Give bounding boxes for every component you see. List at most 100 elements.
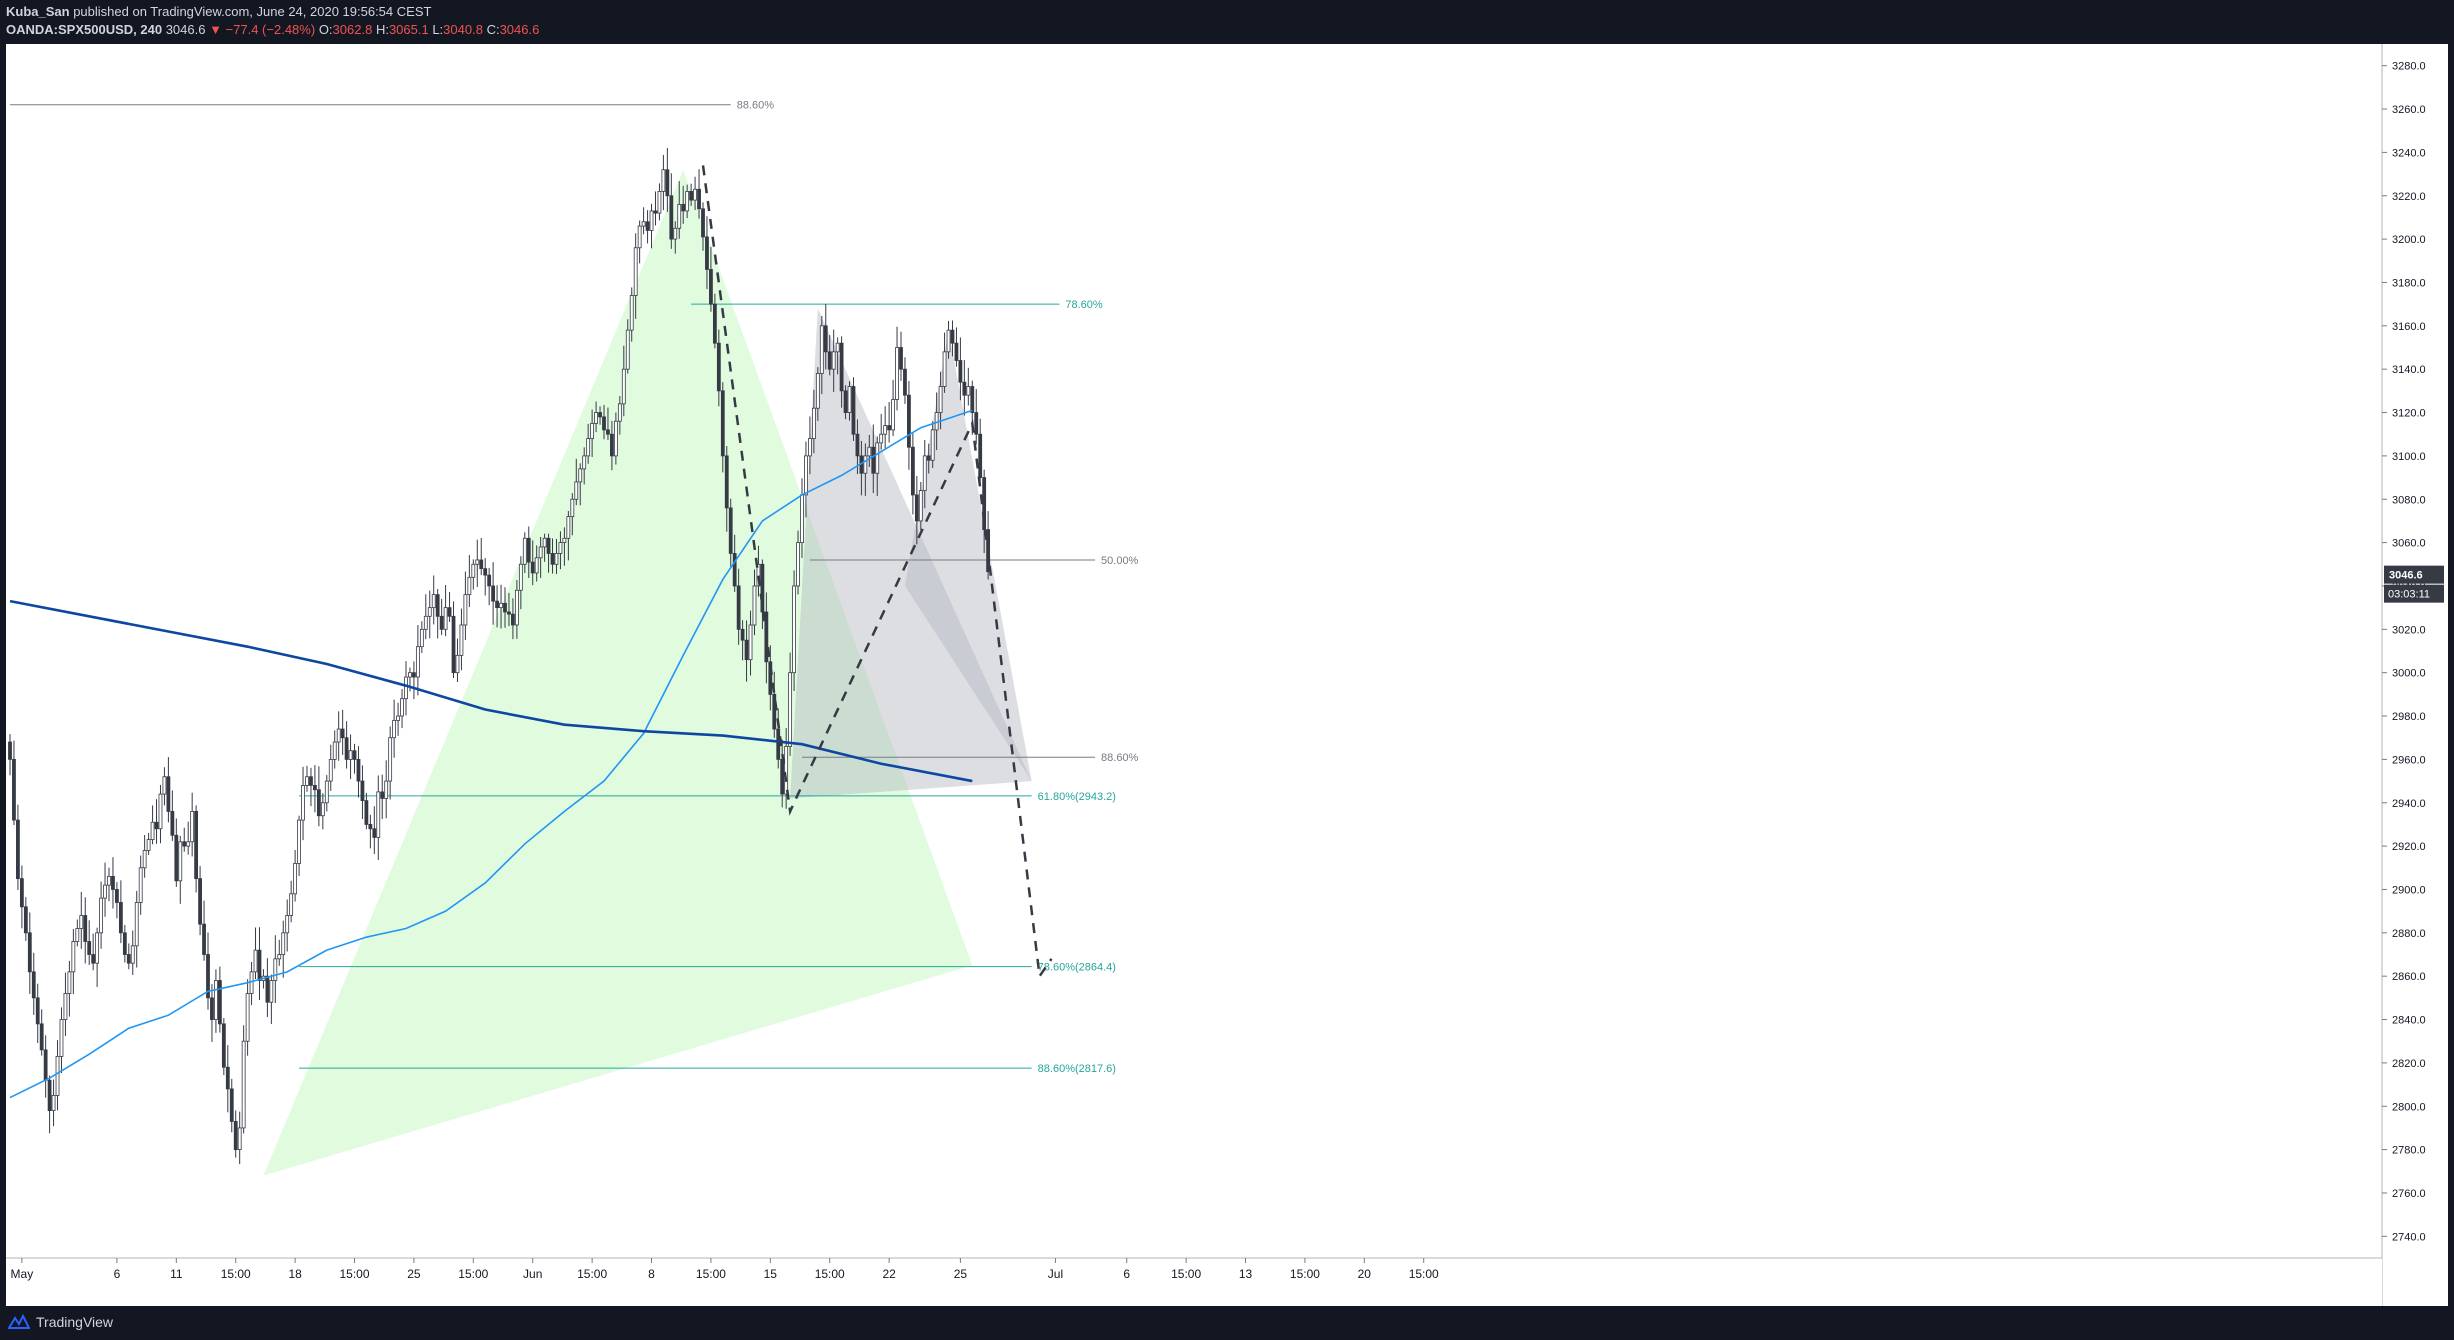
candle-body — [839, 342, 844, 392]
candle-body — [899, 347, 903, 370]
high-value: 3065.1 — [388, 22, 429, 37]
candle-body — [918, 490, 923, 522]
candle-body — [412, 672, 416, 678]
y-tick-label: 2980.0 — [2392, 711, 2426, 723]
candle-body — [776, 728, 781, 760]
ma-fast-line — [9, 409, 973, 1099]
candle-body — [922, 455, 927, 491]
candle-body — [800, 494, 804, 544]
candle-body — [344, 737, 349, 760]
candle-body — [867, 446, 872, 457]
candle-body — [122, 932, 127, 955]
candle-body — [396, 715, 400, 721]
y-tick-label: 2940.0 — [2392, 798, 2426, 810]
open-label: O: — [318, 22, 333, 37]
candle-body — [875, 442, 880, 474]
candle-body — [35, 997, 40, 1025]
candle-body — [408, 672, 412, 678]
chart-area[interactable]: 88.60% 78.60% 50.00% 88.60% 61.80%(2943.2) 78… — [6, 44, 2448, 1306]
candle-body — [289, 893, 294, 916]
fib-level-label: 88.60%(2817.6) — [1038, 1063, 1116, 1075]
candle-body — [237, 1127, 242, 1151]
candle-body — [43, 1049, 48, 1081]
price-chart[interactable]: 88.60% 78.60% 50.00% 88.60% 61.80%(2943.2) 78… — [6, 44, 2448, 1306]
candle-body — [332, 741, 337, 760]
candle-body — [784, 745, 789, 795]
candle-body — [637, 225, 642, 249]
candle-body — [214, 980, 218, 1020]
symbol-legend: OANDA:SPX500USD, 240 3046.6 ▼ −77.4 (−2.… — [6, 22, 539, 37]
candle-body — [804, 455, 808, 496]
candle-body — [792, 585, 796, 674]
candle-body — [970, 386, 975, 413]
candle-body — [744, 639, 749, 661]
y-tick-label: 3160.0 — [2392, 321, 2426, 333]
candle-body — [360, 780, 365, 801]
candle-body — [265, 975, 270, 1003]
candle-body — [388, 737, 393, 782]
candle-body — [831, 351, 836, 370]
fib-level-label: 88.60% — [737, 100, 775, 112]
candle-body — [562, 537, 567, 544]
candle-body — [518, 563, 523, 591]
close-value: 3046.6 — [499, 22, 540, 37]
footer-brand[interactable]: TradingView — [8, 1314, 113, 1330]
candle-body — [51, 1095, 56, 1111]
x-tick-label: 15:00 — [696, 1267, 726, 1281]
candle-body — [511, 613, 515, 626]
candle-body — [673, 227, 678, 240]
candle-body — [697, 188, 701, 210]
candle-body — [99, 897, 103, 934]
candle-body — [95, 932, 100, 964]
candle-body — [253, 949, 258, 973]
candle-body — [606, 429, 610, 435]
x-tick-label: 6 — [1123, 1267, 1130, 1281]
y-tick-label: 2860.0 — [2392, 971, 2426, 983]
candle-body — [788, 672, 793, 747]
fib-level-label: 78.60% — [1065, 299, 1103, 311]
candle-body — [558, 542, 563, 554]
projection-dashed-line — [701, 165, 1053, 980]
candle-body — [324, 780, 329, 804]
author-name[interactable]: Kuba_San — [6, 4, 70, 19]
candle-body — [863, 455, 868, 474]
candle-body — [633, 247, 638, 296]
candle-body — [709, 269, 713, 305]
candle-body — [404, 676, 408, 700]
candle-body — [269, 980, 274, 1003]
candle-body — [47, 1079, 52, 1111]
candle-body — [823, 325, 828, 353]
candle-body — [851, 386, 856, 435]
candle-body — [320, 802, 325, 817]
candle-body — [368, 824, 373, 830]
candle-body — [376, 791, 381, 838]
candle-body — [907, 394, 911, 448]
time-axis-bg — [6, 1258, 2382, 1306]
candle-body — [815, 373, 820, 409]
x-tick-label: 6 — [114, 1267, 121, 1281]
candle-body — [67, 971, 72, 994]
y-tick-label: 3260.0 — [2392, 104, 2426, 116]
candle-body — [91, 954, 96, 964]
harmonic-patterns — [263, 169, 1032, 1176]
candle-body — [229, 1088, 234, 1122]
candle-body — [542, 537, 547, 548]
x-tick-label: 20 — [1358, 1267, 1372, 1281]
candle-body — [808, 438, 812, 457]
candle-body — [883, 425, 888, 435]
high-label: H: — [375, 22, 389, 37]
candle-body — [352, 750, 357, 760]
candle-body — [574, 481, 579, 500]
candle-body — [653, 210, 658, 214]
symbol-name[interactable]: OANDA:SPX500USD, 240 — [6, 22, 163, 37]
candle-body — [914, 494, 919, 522]
y-tick-label: 3240.0 — [2392, 147, 2426, 159]
candle-body — [625, 329, 630, 370]
candle-body — [356, 758, 361, 782]
candle-body — [190, 811, 195, 843]
candle-body — [475, 559, 480, 565]
candle-body — [760, 563, 765, 613]
close-label: C: — [486, 22, 500, 37]
candle-body — [210, 997, 214, 1020]
harmonic-green-triangle — [263, 169, 783, 1176]
